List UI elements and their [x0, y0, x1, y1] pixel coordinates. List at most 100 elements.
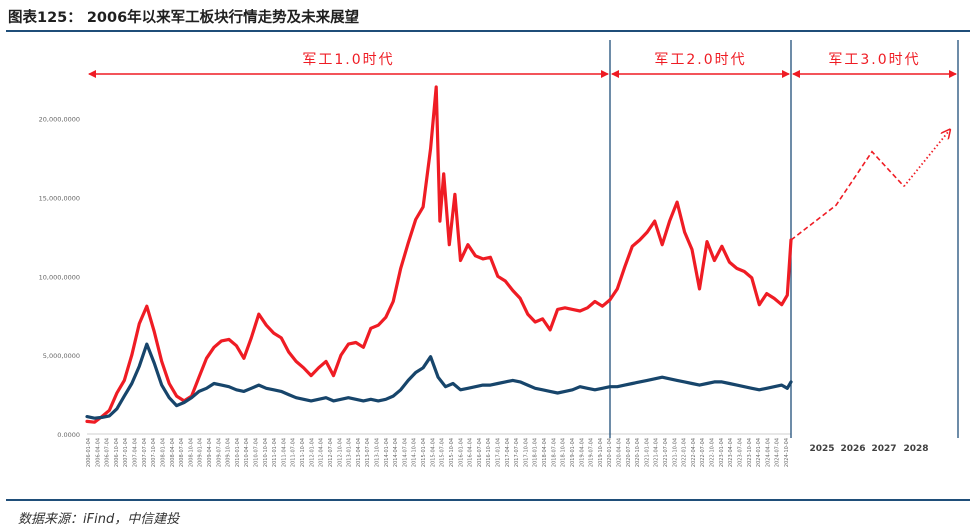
x-tick-label: 2021-01-04 — [644, 438, 650, 467]
x-tick-label: 2020-01-04 — [607, 438, 613, 467]
y-tick-label: 5,000,0000 — [43, 352, 80, 360]
y-tick-label: 15,000,0000 — [39, 194, 80, 202]
x-tick-label: 2010-07-04 — [254, 438, 260, 467]
x-tick-label: 2017-04-04 — [505, 438, 511, 467]
x-tick-label: 2010-04-04 — [244, 438, 250, 467]
x-tick-label: 2021-10-04 — [672, 438, 678, 467]
x-tick-label: 2011-07-04 — [291, 438, 297, 467]
x-tick-label: 2008-04-04 — [170, 438, 176, 467]
x-tick-label: 2023-04-04 — [728, 438, 734, 467]
x-tick-label: 2016-01-04 — [458, 438, 464, 467]
x-tick-label: 2020-07-04 — [626, 438, 632, 467]
x-tick-label: 2018-04-04 — [542, 438, 548, 467]
x-tick-label: 2019-04-04 — [579, 438, 585, 467]
x-tick-label: 2023-01-04 — [719, 438, 725, 467]
series-layer — [85, 85, 950, 424]
x-tick-label: 2024-07-04 — [775, 438, 781, 467]
x-tick-label: 2015-01-04 — [421, 438, 427, 467]
x-tick-label: 2006-10-04 — [114, 438, 120, 467]
projection-dotted-arrow — [903, 130, 950, 187]
x-tick-label: 2012-07-04 — [328, 438, 334, 467]
era-annotations: 军工1.0时代 军工2.0时代 军工3.0时代 — [88, 40, 959, 438]
x-tick-label: 2014-04-04 — [393, 438, 399, 467]
x-tick-label: 2016-10-04 — [486, 438, 492, 467]
x-tick-label: 2011-10-04 — [300, 438, 306, 467]
x-tick-label: 2006-07-04 — [105, 438, 111, 467]
x-tick-label: 2013-04-04 — [356, 438, 362, 467]
header-rule — [6, 30, 970, 32]
x-tick-label: 2008-07-04 — [179, 438, 185, 467]
x-tick-label: 2009-01-04 — [198, 438, 204, 467]
x-tick-label: 2007-10-04 — [151, 438, 157, 467]
future-axis: 2025 2026 2027 2028 — [809, 444, 928, 454]
x-tick-label: 2021-04-04 — [654, 438, 660, 467]
x-tick-label: 2019-10-04 — [598, 438, 604, 467]
x-tick-label: 2022-04-04 — [691, 438, 697, 467]
y-tick-label: 0.0000 — [57, 431, 80, 439]
x-tick-label: 2006-01-04 — [86, 438, 92, 467]
x-tick-label: 2013-01-04 — [347, 438, 353, 467]
y-tick-label: 20,000,0000 — [39, 116, 80, 124]
series-blue-line — [85, 342, 793, 420]
x-tick-label: 2017-10-04 — [523, 438, 529, 467]
x-tick-label: 2008-01-04 — [161, 438, 167, 467]
x-tick-label: 2015-07-04 — [440, 438, 446, 467]
x-tick-label: 2006-04-04 — [95, 438, 101, 467]
x-tick-label: 2017-01-04 — [496, 438, 502, 467]
x-tick-label: 2023-07-04 — [738, 438, 744, 467]
x-tick-label: 2016-04-04 — [468, 438, 474, 467]
x-tick-label: 2023-10-04 — [747, 438, 753, 467]
y-axis: 0.0000 5,000,0000 10,000,0000 15,000,0000 20… — [39, 116, 80, 439]
x-tick-label: 2012-01-04 — [309, 438, 315, 467]
x-tick-label: 2013-07-04 — [365, 438, 371, 467]
x-tick-label: 2016-07-04 — [477, 438, 483, 467]
x-tick-label: 2019-07-04 — [589, 438, 595, 467]
x-tick-label: 2015-04-04 — [430, 438, 436, 467]
x-tick-label: 2011-04-04 — [281, 438, 287, 467]
x-tick-label: 2018-10-04 — [561, 438, 567, 467]
future-year-label: 2027 — [871, 444, 896, 454]
era-label: 军工1.0时代 — [302, 52, 394, 68]
x-tick-label: 2021-07-04 — [663, 438, 669, 467]
x-tick-label: 2022-10-04 — [710, 438, 716, 467]
x-tick-label: 2022-07-04 — [700, 438, 706, 467]
footer-rule — [6, 499, 970, 501]
x-tick-label: 2011-01-04 — [272, 438, 278, 467]
x-tick-label: 2007-01-04 — [123, 438, 129, 467]
x-tick-label: 2012-10-04 — [337, 438, 343, 467]
x-tick-label: 2024-01-04 — [756, 438, 762, 467]
chart-title: 图表125： 2006年以来军工板块行情走势及未来展望 — [8, 10, 360, 26]
chart-header: 图表125： 2006年以来军工板块行情走势及未来展望 — [6, 2, 970, 32]
series-red-line — [85, 85, 793, 424]
x-tick-label: 2013-10-04 — [375, 438, 381, 467]
x-tick-label: 2007-04-04 — [133, 438, 139, 467]
x-tick-label: 2020-04-04 — [617, 438, 623, 467]
x-tick-label: 2017-07-04 — [514, 438, 520, 467]
x-tick-label: 2022-01-04 — [682, 438, 688, 467]
x-tick-label: 2014-10-04 — [412, 438, 418, 467]
x-tick-label: 2009-04-04 — [207, 438, 213, 467]
era-label: 军工3.0时代 — [828, 52, 920, 68]
x-tick-label: 2018-01-04 — [533, 438, 539, 467]
x-tick-label: 2009-07-04 — [216, 438, 222, 467]
future-year-label: 2026 — [840, 444, 865, 454]
x-axis: 2006-01-04 2006-04-04 2006-07-04 2006-10-04… — [86, 433, 791, 467]
x-tick-label: 2009-10-04 — [226, 438, 232, 467]
x-tick-label: 2014-07-04 — [402, 438, 408, 467]
future-year-label: 2025 — [809, 444, 834, 454]
x-tick-label: 2019-01-04 — [570, 438, 576, 467]
projection-dashed-line — [790, 150, 905, 241]
x-tick-label: 2008-10-04 — [188, 438, 194, 467]
x-tick-label: 2010-01-04 — [235, 438, 241, 467]
x-tick-label: 2010-10-04 — [263, 438, 269, 467]
x-tick-label: 2024-10-04 — [784, 438, 790, 467]
x-tick-label: 2020-10-04 — [635, 438, 641, 467]
y-tick-label: 10,000,0000 — [39, 273, 80, 281]
x-tick-label: 2024-04-04 — [765, 438, 771, 467]
x-tick-label: 2014-01-04 — [384, 438, 390, 467]
x-tick-label: 2018-07-04 — [551, 438, 557, 467]
era-label: 军工2.0时代 — [654, 52, 746, 68]
line-chart: 0.0000 5,000,0000 10,000,0000 15,000,0000 20… — [39, 40, 959, 467]
future-year-label: 2028 — [903, 444, 928, 454]
source-note: 数据来源：iFind，中信建投 — [18, 512, 180, 527]
